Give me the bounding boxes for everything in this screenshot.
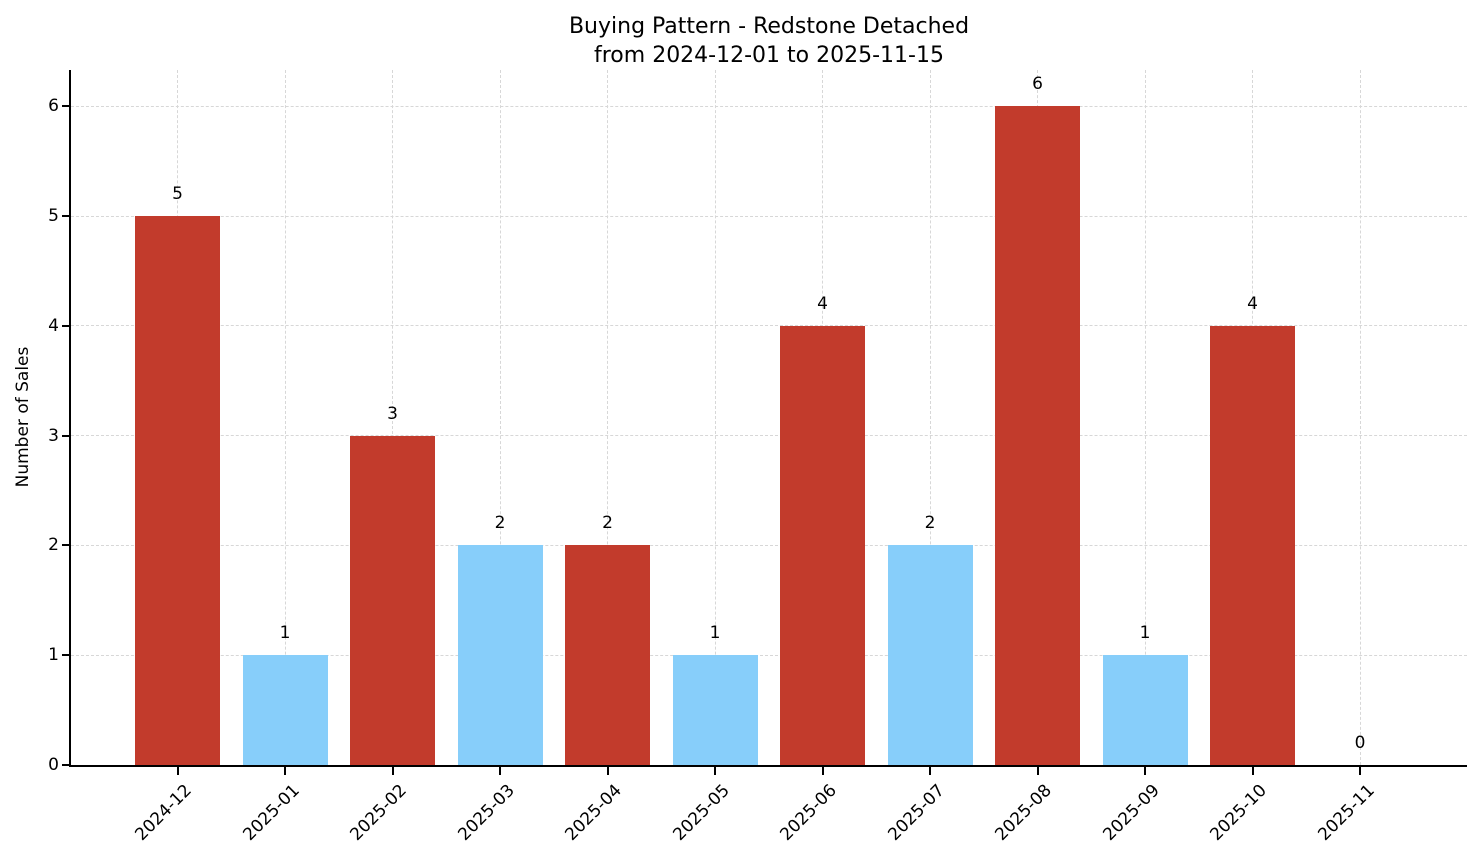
x-tick-mark [1144, 767, 1146, 775]
x-tick-label: 2024-12 [131, 780, 197, 845]
gridline-horizontal [71, 435, 1467, 437]
gridline-horizontal [71, 215, 1467, 217]
gridline-horizontal [71, 654, 1467, 656]
y-tick-label: 5 [48, 206, 59, 227]
plot-area [71, 70, 1467, 765]
x-tick-label: 2025-09 [1099, 780, 1164, 845]
bar-2025-03 [457, 545, 543, 765]
y-tick-label: 1 [48, 645, 59, 666]
x-tick-mark [1251, 767, 1254, 775]
x-tick-label: 2025-07 [884, 780, 949, 845]
y-tick-label: 6 [48, 96, 59, 117]
x-tick-label: 2025-03 [454, 780, 519, 845]
bar-2025-07 [887, 545, 973, 765]
x-tick-mark [176, 767, 179, 775]
chart-title: Buying Pattern - Redstone Detached [568, 14, 970, 39]
x-tick-label: 2025-11 [1314, 780, 1379, 845]
x-tick-label: 2025-08 [991, 780, 1057, 845]
bar-2025-10 [1210, 325, 1295, 765]
bar-2025-04 [565, 545, 650, 765]
gridline-vertical [1144, 70, 1146, 765]
gridline-vertical [284, 70, 286, 765]
gridline-horizontal [71, 105, 1467, 107]
x-tick-label: 2025-05 [669, 780, 734, 845]
gridline-vertical [929, 70, 931, 765]
bar-2025-09 [1102, 655, 1188, 765]
x-tick-mark [499, 767, 501, 775]
y-axis-label: Number of Sales [13, 346, 33, 488]
y-axis-spine [69, 70, 71, 767]
x-tick-mark [284, 767, 286, 775]
x-tick-label: 2025-01 [239, 780, 304, 845]
gridline-vertical [499, 70, 501, 765]
x-tick-label: 2025-10 [1206, 780, 1272, 845]
bar-2025-05 [672, 655, 758, 765]
bar-2025-02 [350, 435, 435, 765]
gridline-vertical [714, 70, 716, 765]
x-tick-label: 2025-02 [346, 780, 412, 845]
bar-2025-08 [995, 106, 1080, 765]
x-tick-label: 2025-06 [776, 780, 842, 845]
x-tick-mark [1036, 767, 1039, 775]
gridline-horizontal [71, 325, 1467, 327]
gridline-vertical [1359, 70, 1361, 765]
x-axis-spine [69, 765, 1467, 767]
x-tick-mark [606, 767, 609, 775]
x-tick-mark [1359, 767, 1361, 775]
x-tick-mark [929, 767, 931, 775]
chart-title-block: Buying Pattern - Redstone Detached from … [71, 12, 1467, 70]
chart-subtitle: from 2024-12-01 to 2025-11-15 [594, 43, 944, 68]
bar-2025-01 [242, 655, 328, 765]
bar-2025-06 [780, 325, 865, 765]
x-tick-label: 2025-04 [561, 780, 627, 845]
gridline-horizontal [71, 544, 1467, 546]
x-tick-mark [391, 767, 394, 775]
y-tick-label: 0 [48, 755, 59, 775]
bar-2024-12 [135, 216, 220, 765]
x-tick-mark [821, 767, 824, 775]
gridline-vertical [607, 70, 608, 765]
x-tick-mark [714, 767, 716, 775]
gridline-vertical [392, 70, 393, 765]
